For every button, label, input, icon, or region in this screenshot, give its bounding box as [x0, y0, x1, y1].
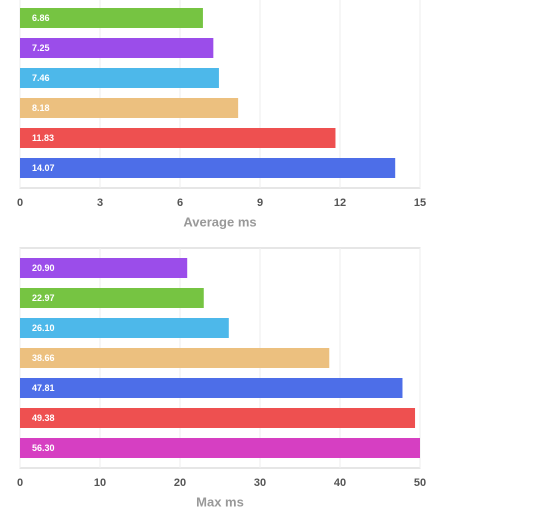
x-tick-label: 30 [254, 477, 266, 489]
value-label: 22.97 [32, 293, 55, 303]
x-tick-label: 9 [257, 197, 263, 209]
bar [20, 8, 203, 28]
bar [20, 258, 188, 278]
value-label: 7.25 [32, 43, 50, 53]
value-label: 49.38 [32, 413, 55, 423]
value-label: 26.10 [32, 323, 55, 333]
value-label: 8.18 [32, 103, 50, 113]
bar [20, 158, 396, 178]
bar [20, 318, 229, 338]
value-label: 38.66 [32, 353, 55, 363]
x-tick-label: 0 [17, 477, 23, 489]
x-axis-title: Average ms [183, 214, 256, 229]
bar [20, 288, 204, 308]
x-tick-label: 50 [414, 477, 426, 489]
x-tick-label: 3 [97, 197, 103, 209]
bars [20, 8, 396, 178]
bar [20, 378, 403, 398]
bar [20, 98, 239, 118]
bar [20, 438, 420, 458]
value-label: 7.46 [32, 73, 50, 83]
bar [20, 128, 336, 148]
bars [20, 258, 420, 458]
value-label: 11.83 [32, 133, 54, 143]
x-tick-label: 6 [177, 197, 183, 209]
x-tick-label: 15 [414, 197, 426, 209]
value-label: 47.81 [32, 383, 55, 393]
value-label: 6.86 [32, 13, 50, 23]
x-tick-label: 20 [174, 477, 186, 489]
value-label: 14.07 [32, 163, 55, 173]
bar [20, 348, 330, 368]
x-axis-title: Max ms [196, 494, 244, 509]
x-tick-label: 12 [334, 197, 346, 209]
x-tick-label: 10 [94, 477, 106, 489]
value-label: 20.90 [32, 263, 55, 273]
x-tick-label: 40 [334, 477, 346, 489]
x-tick-label: 0 [17, 197, 23, 209]
value-label: 56.30 [32, 443, 55, 453]
bar [20, 408, 416, 428]
bar [20, 38, 214, 58]
plot-frame [19, 0, 421, 189]
bar [20, 68, 219, 88]
